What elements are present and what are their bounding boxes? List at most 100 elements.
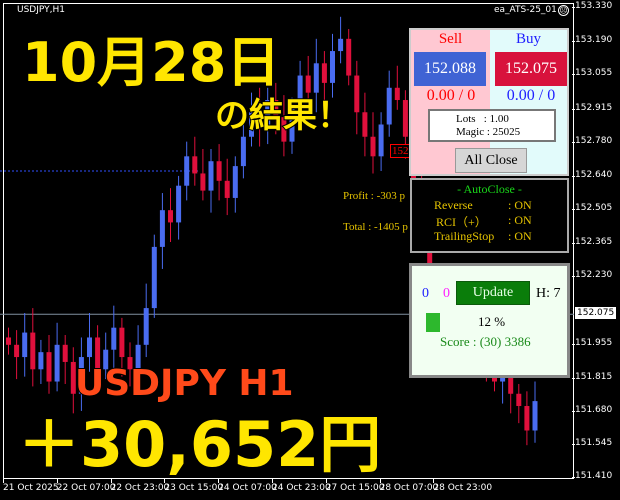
time-tick: 22 Oct 23:00 <box>110 479 170 493</box>
candle-body <box>346 38 352 76</box>
h-value: H: 7 <box>536 286 561 301</box>
candle-body <box>402 100 408 137</box>
count-blue: 0 <box>422 286 429 301</box>
candle-body <box>119 327 125 358</box>
buy-label: Buy <box>515 31 541 47</box>
price-tick: 152.230 <box>571 270 613 281</box>
sad-face-icon: ☹ <box>558 5 569 16</box>
all-close-button[interactable]: All Close <box>455 148 527 173</box>
score-panel: 0 0 Update H: 7 12 % Score : (30) 3386 <box>409 263 570 378</box>
autoclose-row-reverse: Reverse <box>434 198 473 213</box>
price-tick: 152.780 <box>571 135 613 146</box>
candle-body <box>78 357 84 394</box>
candle-body <box>370 136 376 157</box>
row-value: : ON <box>508 229 532 243</box>
candle-body <box>321 63 327 83</box>
candle-body <box>362 112 368 137</box>
percent-value: 12 % <box>478 314 506 329</box>
headline-pair: USDJPY H1 <box>74 362 295 405</box>
candle-body <box>168 210 173 223</box>
candle-body <box>176 185 182 223</box>
buy-button[interactable]: 152.075 <box>495 52 567 86</box>
time-tick: 22 Oct 07:00 <box>56 479 116 493</box>
headline-profit: ＋30,652円 <box>16 407 382 483</box>
profit-label: Profit : -303 p <box>343 190 406 202</box>
price-tick: 153.190 <box>571 35 613 46</box>
candle-body <box>330 51 335 83</box>
candle-body <box>127 357 133 370</box>
row-label: TrailingStop <box>434 229 495 243</box>
time-tick: 24 Oct 23:00 <box>272 479 331 493</box>
candle-body <box>62 344 68 362</box>
buy-position: 0.00 / 0 <box>506 87 556 104</box>
sell-button[interactable]: 152.088 <box>414 52 486 86</box>
candle-body <box>281 117 287 142</box>
candle-body <box>54 344 60 382</box>
candle-body <box>87 337 92 358</box>
price-tick: 151.545 <box>571 437 613 448</box>
time-tick: 27 Oct 15:00 <box>325 479 385 493</box>
update-button[interactable]: Update <box>456 281 530 305</box>
current-price-tag: 152.075 <box>575 307 617 319</box>
price-tick: 152.365 <box>571 237 613 248</box>
candle-body <box>224 180 230 198</box>
price-tick: 152.915 <box>571 102 613 113</box>
progress-indicator <box>426 313 440 332</box>
candle-body <box>297 75 303 108</box>
score-value: Score : (30) 3386 <box>440 334 531 349</box>
candle-body <box>386 87 392 125</box>
candle-body <box>111 327 117 350</box>
ea-name: ea_ATS-25_01 <box>494 5 557 15</box>
candle-body <box>249 112 254 137</box>
candle-body <box>6 337 11 345</box>
candle-body <box>192 156 198 174</box>
headline-date: 10月28日 <box>20 30 281 96</box>
candle-body <box>103 349 109 370</box>
price-tick: 151.815 <box>571 371 613 382</box>
candle-body <box>143 308 149 345</box>
price-tick: 153.330 <box>571 1 613 11</box>
candle-body <box>305 75 311 93</box>
candle-body <box>516 393 522 407</box>
time-tick: 24 Oct 07:00 <box>218 479 277 493</box>
candle-body <box>532 401 538 431</box>
candle-body <box>273 100 279 118</box>
count-magenta: 0 <box>443 286 450 301</box>
candle-body <box>184 156 190 186</box>
price-tick: 151.955 <box>571 337 613 348</box>
symbol-title: USDJPY,H1 <box>17 5 65 15</box>
candle-body <box>95 337 101 370</box>
time-tick: 21 Oct 2025 <box>3 479 59 493</box>
candle-body <box>159 210 165 247</box>
row-value: : ON <box>508 198 532 212</box>
magic-value: Magic : 25025 <box>456 126 521 138</box>
price-tick: 152.640 <box>571 169 613 180</box>
total-label: Total : -1405 p <box>343 221 408 233</box>
candle-body <box>208 161 214 191</box>
candle-body <box>200 173 206 191</box>
candle-body <box>151 246 157 309</box>
price-tick: 151.410 <box>571 471 613 481</box>
price-tick: 151.680 <box>571 404 613 415</box>
row-label: Reverse <box>434 198 473 212</box>
headline-result: の結果！ <box>214 95 352 137</box>
autoclose-title: - AutoClose - <box>457 182 522 196</box>
lots-value: Lots : 1.00 <box>456 113 509 125</box>
time-tick: 23 Oct 15:00 <box>164 479 224 493</box>
candle-body <box>240 136 246 167</box>
trade-panel: Sell Buy 152.088 152.075 0.00 / 0 0.00 /… <box>409 28 569 176</box>
candle-body <box>70 361 76 394</box>
candle-body <box>378 124 384 157</box>
candle-body <box>216 161 222 181</box>
candle-body <box>135 344 141 370</box>
time-tick: 28 Oct 23:00 <box>433 479 493 493</box>
candle-body <box>394 87 400 101</box>
price-tick: 153.055 <box>571 68 613 79</box>
chart-area[interactable] <box>3 3 574 479</box>
candle-body <box>524 406 530 431</box>
candle-body <box>46 352 52 382</box>
candle-body <box>232 166 238 198</box>
autoclose-panel: - AutoClose - Reverse : ON RCI（+） : ON T… <box>410 178 569 253</box>
candle-body <box>38 352 44 370</box>
candle-body <box>427 234 433 284</box>
